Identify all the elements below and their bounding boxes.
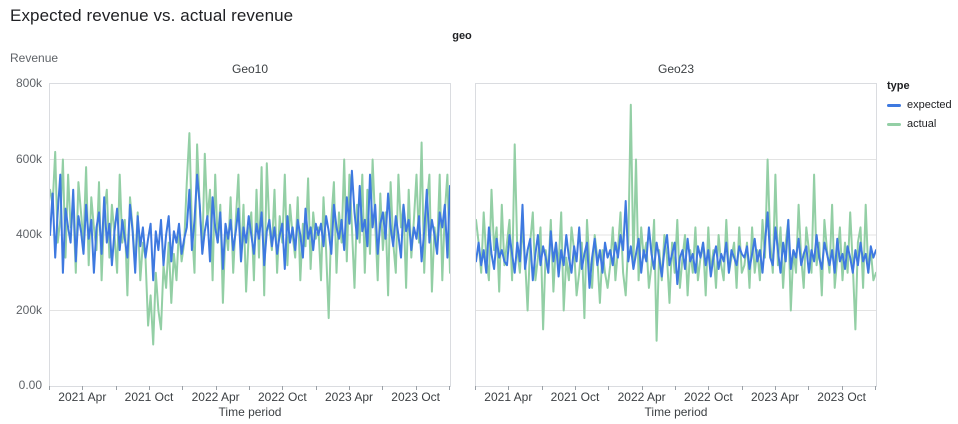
- x-tick-mark: [349, 386, 350, 390]
- x-tick-mark: [415, 386, 417, 390]
- plot-area-geo23[interactable]: [475, 83, 877, 387]
- actual-line-swatch: [887, 122, 901, 126]
- legend-item-expected[interactable]: expected: [887, 99, 957, 111]
- x-tick-label: 2022 Apr: [191, 390, 240, 404]
- x-tick-label: 2022 Oct: [683, 390, 733, 404]
- legend: type expected actual: [887, 80, 957, 137]
- x-tick-mark: [215, 386, 217, 390]
- x-tick-label: 2022 Oct: [257, 390, 307, 404]
- x-tick-mark: [49, 386, 50, 390]
- x-tick-mark: [675, 386, 676, 390]
- y-tick-label: 200k: [15, 302, 42, 317]
- x-tick-mark: [775, 386, 776, 390]
- x-tick-label: 2021 Apr: [58, 390, 107, 404]
- x-tick-mark: [875, 386, 876, 390]
- page-title: Expected revenue vs. actual revenue: [10, 6, 294, 25]
- x-tick-mark: [808, 386, 810, 390]
- x-tick-mark: [575, 386, 576, 390]
- y-tick-label: 0.00: [18, 378, 42, 392]
- facet-title: Geo10: [231, 62, 269, 76]
- series-line-expected: [476, 200, 876, 289]
- x-tick-mark: [741, 386, 743, 390]
- x-tick-label: 2021 Oct: [124, 390, 174, 404]
- x-tick-mark: [708, 386, 710, 390]
- x-tick-label: 2021 Apr: [484, 390, 533, 404]
- facet-plot-svg-0: [50, 132, 450, 346]
- x-tick-mark: [475, 386, 476, 390]
- x-tick-mark: [641, 386, 643, 390]
- x-tick-mark: [449, 386, 450, 390]
- x-tick-mark: [841, 386, 843, 390]
- x-tick-label: 2023 Oct: [817, 390, 867, 404]
- x-tick-mark: [149, 386, 150, 390]
- legend-label: actual: [907, 118, 937, 130]
- series-line-expected: [50, 169, 450, 282]
- x-tick-mark: [508, 386, 510, 390]
- x-tick-mark: [82, 386, 84, 390]
- x-tick-label: 2023 Apr: [324, 390, 374, 404]
- x-tick-label: 2021 Oct: [550, 390, 600, 404]
- series-line-actual: [476, 103, 876, 342]
- x-tick-mark: [608, 386, 610, 390]
- facet-plot-svg-1: [476, 103, 876, 342]
- facet-band-label: geo: [452, 30, 472, 42]
- y-axis-title: Revenue: [10, 51, 59, 65]
- facet-geo10: Geo10 2021 Apr 2021 Oct 2022 Apr 2022 Oct 20…: [49, 0, 451, 424]
- x-tick-mark: [115, 386, 117, 390]
- x-axis-title: Time period: [644, 405, 708, 419]
- x-tick-mark: [541, 386, 543, 390]
- x-tick-mark: [282, 386, 284, 390]
- facet-title: Geo23: [657, 62, 695, 76]
- x-tick-label: 2023 Oct: [391, 390, 441, 404]
- plot-area-geo10[interactable]: [49, 83, 451, 387]
- x-tick-mark: [382, 386, 384, 390]
- legend-item-actual[interactable]: actual: [887, 118, 957, 130]
- y-tick-label: 400k: [15, 227, 42, 241]
- legend-label: expected: [907, 99, 952, 111]
- y-tick-label: 600k: [15, 151, 42, 166]
- y-tick-label: 800k: [15, 76, 42, 90]
- facet-geo23: Geo23 2021 Apr 2021 Oct 2022 Apr 2022 Oct 20…: [475, 0, 877, 424]
- legend-title: type: [887, 80, 910, 92]
- expected-line-swatch: [887, 103, 901, 107]
- x-tick-label: 2022 Apr: [617, 390, 666, 404]
- x-tick-mark: [315, 386, 317, 390]
- x-tick-mark: [182, 386, 184, 390]
- x-axis-title: Time period: [218, 405, 282, 419]
- x-tick-label: 2023 Apr: [750, 390, 800, 404]
- x-tick-mark: [249, 386, 250, 390]
